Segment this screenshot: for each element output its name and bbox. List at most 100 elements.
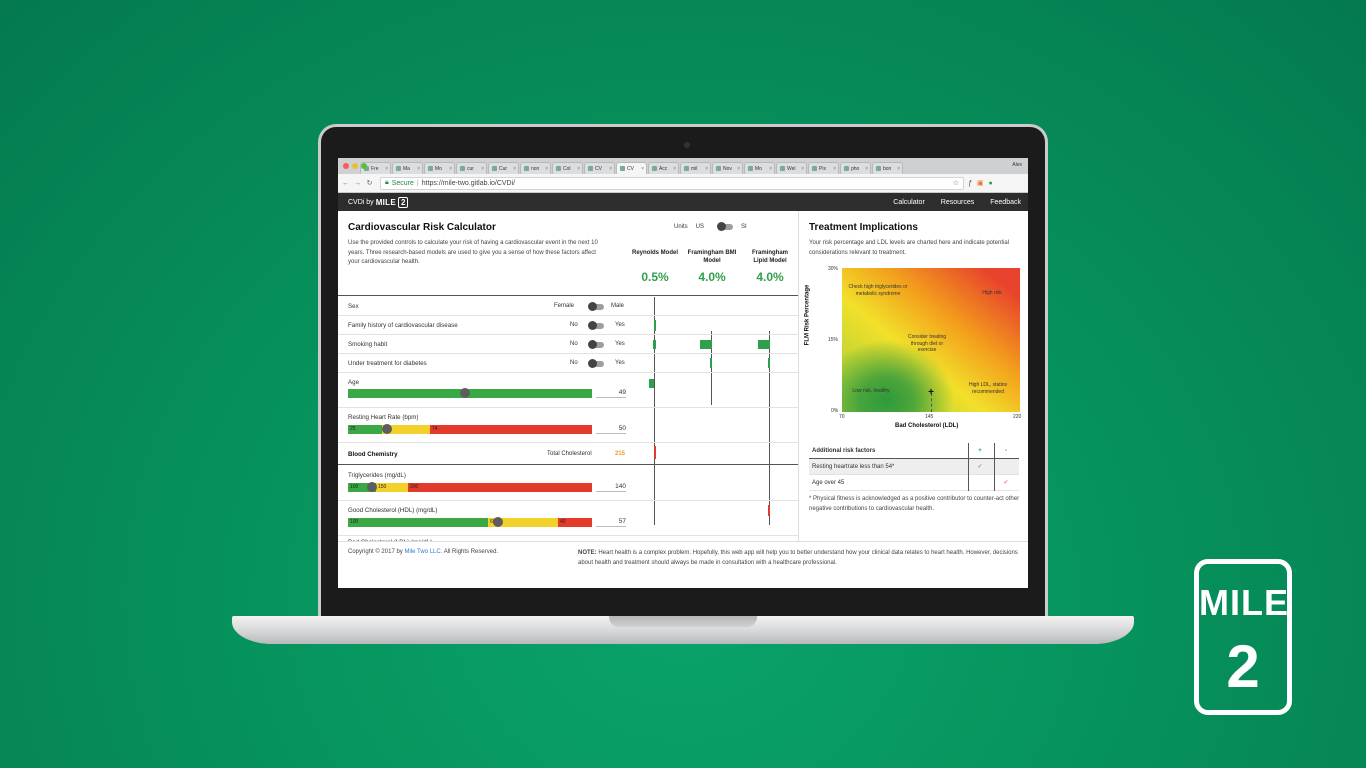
close-window-button[interactable] [343,163,349,169]
heart-rate-value[interactable]: 50 [596,425,626,434]
tab-title: CV [595,165,602,172]
window-controls[interactable] [343,163,367,169]
family-reynolds-mark [654,320,656,331]
address-bar[interactable]: 🔒︎ Secure | https://mile-two.gitlab.io/C… [380,176,964,190]
age-slider-knob[interactable] [460,388,470,398]
browser-tab[interactable]: cur × [456,162,487,174]
nav-resources[interactable]: Resources [940,198,975,206]
tab-title: Acc [659,165,668,172]
sex-toggle[interactable] [588,302,604,311]
browser-tab[interactable]: pho × [840,162,871,174]
zone-label-triglycerides: Check high triglycerides or metabolic sy… [848,284,908,297]
green-extension-icon[interactable]: ● [988,179,993,187]
tab-close-icon[interactable]: × [833,165,836,172]
brand-number: 2 [398,196,409,208]
tab-close-icon[interactable]: × [577,165,580,172]
browser-tab[interactable]: Acc × [648,162,679,174]
bookmark-star-icon[interactable]: ☆ [952,180,959,187]
favicon-icon [460,166,465,171]
triglycerides-slider-track[interactable]: 100 150 200 [348,483,592,492]
y-tick-0: 0% [831,408,839,414]
heart-rate-slider-knob[interactable] [382,424,392,434]
tab-close-icon[interactable]: × [417,165,420,172]
tab-title: Cur [499,165,508,172]
tab-close-icon[interactable]: × [385,165,388,172]
hr-green-band: 25 [348,425,382,434]
tab-close-icon[interactable]: × [641,165,644,172]
browser-tab[interactable]: CV × [616,162,647,174]
favicon-icon [492,166,497,171]
diabetes-toggle[interactable] [588,359,604,368]
tab-close-icon[interactable]: × [737,165,740,172]
age-slider-track[interactable] [348,389,592,398]
tab-close-icon[interactable]: × [769,165,772,172]
y-tick-30: 30% [828,266,839,272]
browser-tab[interactable]: Mo × [744,162,775,174]
nav-calculator[interactable]: Calculator [893,198,925,206]
browser-tab[interactable]: Pix × [808,162,839,174]
tab-close-icon[interactable]: × [481,165,484,172]
tab-title: CV [627,165,634,172]
browser-tab[interactable]: Cur × [488,162,519,174]
heatmap-x-title: Bad Cholesterol (LDL) [895,423,959,429]
browser-tab[interactable]: Mo × [424,162,455,174]
favicon-icon [588,166,593,171]
browser-tab[interactable]: Fre × [360,162,391,174]
forward-arrow-icon[interactable]: → [354,179,361,187]
reload-icon[interactable]: ↻ [366,180,373,187]
url-text: https://mile-two.gitlab.io/CVDi/ [421,179,516,187]
browser-tab[interactable]: Wel × [776,162,807,174]
health-note: NOTE: Heart health is a complex problem.… [578,549,1018,568]
formula-extension-icon[interactable]: ƒ [968,179,972,187]
hdl-slider-track[interactable]: 100 60 40 [348,518,592,527]
browser-tab[interactable]: Ma × [392,162,423,174]
tab-close-icon[interactable]: × [865,165,868,172]
hdl-label: Good Cholesterol (HDL) (mg/dL) [348,507,438,514]
tab-close-icon[interactable]: × [673,165,676,172]
browser-tab[interactable]: CV × [584,162,615,174]
triglycerides-row: Triglycerides (mg/dL) 100 150 200 140 [338,466,798,501]
sex-male-label: Male [611,303,625,309]
nav-feedback[interactable]: Feedback [990,198,1021,206]
browser-tab[interactable]: Col × [552,162,583,174]
favicon-icon [620,166,625,171]
hdl-value[interactable]: 57 [596,518,626,527]
fitness-footnote: * Physical fitness is acknowledged as a … [809,496,1020,512]
back-arrow-icon[interactable]: ← [342,179,349,187]
model-framingham-bmi-value: 4.0% [698,270,726,284]
browser-tab[interactable]: mil × [680,162,711,174]
calculator-title: Cardiovascular Risk Calculator [348,222,496,233]
minimize-window-button[interactable] [352,163,358,169]
treatment-description: Your risk percentage and LDL levels are … [809,240,1010,256]
age-value[interactable]: 49 [596,389,626,398]
sex-row: Sex Female Male [338,297,798,316]
zone-label-low-risk: Low risk, healthy [852,388,890,394]
total-cholesterol-value: 215 [615,451,626,457]
family-history-toggle[interactable] [588,321,604,330]
tab-close-icon[interactable]: × [897,165,900,172]
marker-vertical-guide [931,392,932,412]
ldl-row: Bad Cholesterol (LDL) (mg/dL) [338,536,798,541]
app-logo[interactable]: CVDi by MILE 2 [348,196,409,208]
browser-tab[interactable]: non × [520,162,551,174]
units-toggle[interactable] [717,222,734,231]
hdl-slider-knob[interactable] [493,517,503,527]
triglycerides-slider-knob[interactable] [367,482,377,492]
tab-close-icon[interactable]: × [801,165,804,172]
tab-close-icon[interactable]: × [513,165,516,172]
browser-tab[interactable]: Nov × [712,162,743,174]
triglycerides-value[interactable]: 140 [596,483,626,492]
tab-close-icon[interactable]: × [545,165,548,172]
browser-tab[interactable]: bon × [872,162,903,174]
logo-number: 2 [1226,633,1260,700]
tab-close-icon[interactable]: × [705,165,708,172]
tab-close-icon[interactable]: × [609,165,612,172]
treatment-title: Treatment Implications [809,222,918,233]
company-link[interactable]: Mile Two LLC. [404,549,443,555]
profile-name[interactable]: Alex [1012,162,1022,168]
smoking-toggle[interactable] [588,340,604,349]
maximize-window-button[interactable] [361,163,367,169]
tab-close-icon[interactable]: × [449,165,452,172]
hr-red-band: 74 [430,425,592,434]
extension-icon[interactable]: ▣ [976,180,984,187]
